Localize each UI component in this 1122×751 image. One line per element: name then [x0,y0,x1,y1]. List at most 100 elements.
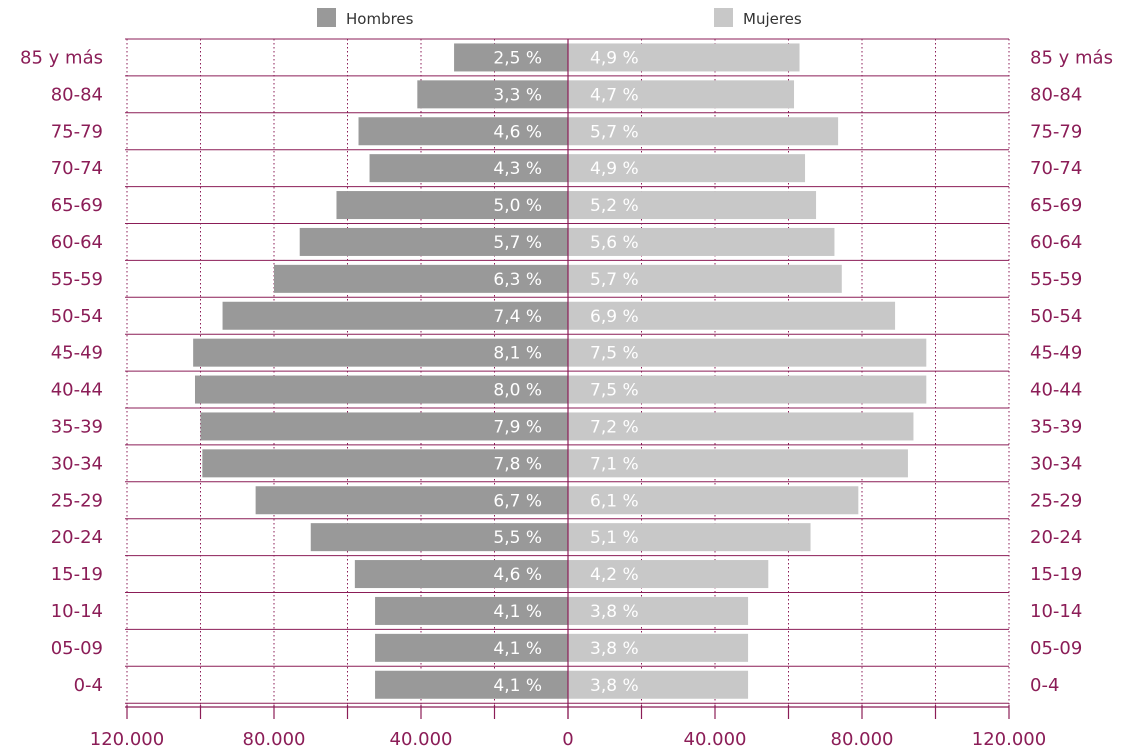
bar-label-hombres: 4,1 % [493,676,542,696]
age-labels-left: 85 y más 80-84 75-79 70-74 65-69 60-64 55-59 50… [20,47,103,695]
age-label-right: 80-84 [1030,84,1082,105]
bar-hombres [354,560,568,589]
bar-label-hombres: 7,8 % [493,454,542,474]
bar-hombres [375,670,568,699]
bar-label-mujeres: 5,7 % [590,270,639,290]
age-label-right: 85 y más [1030,47,1113,68]
bar-mujeres [568,560,769,589]
age-label-left: 45-49 [51,343,103,364]
age-label-left: 0-4 [74,675,103,696]
bar-mujeres [568,338,927,367]
age-label-right: 10-14 [1030,601,1082,622]
bar-hombres [255,486,568,515]
age-label-left: 60-64 [51,232,103,253]
age-label-left: 70-74 [51,158,103,179]
bar-label-hombres: 4,3 % [493,159,542,179]
bar-hombres [417,80,568,109]
bar-label-mujeres: 6,1 % [590,491,639,511]
bar-label-mujeres: 3,8 % [590,676,639,696]
age-label-left: 30-34 [51,453,103,474]
bar-label-hombres: 6,3 % [493,270,542,290]
x-tick-label: 120.000 [972,729,1046,750]
age-label-right: 30-34 [1030,453,1082,474]
bar-hombres [375,633,568,662]
bar-mujeres [568,670,749,699]
bar-mujeres [568,227,835,256]
age-label-left: 35-39 [51,416,103,437]
bar-mujeres [568,154,806,183]
bar-label-mujeres: 5,6 % [590,233,639,253]
bar-label-hombres: 5,0 % [493,196,542,216]
bar-label-mujeres: 4,2 % [590,565,639,585]
bar-label-hombres: 4,1 % [493,602,542,622]
bar-hombres [193,338,568,367]
age-label-left: 15-19 [51,564,103,585]
bar-label-mujeres: 3,8 % [590,602,639,622]
legend-swatch-hombres [317,8,336,27]
bar-label-hombres: 8,1 % [493,344,542,364]
bar-label-hombres: 7,9 % [493,417,542,437]
bar-label-mujeres: 4,7 % [590,85,639,105]
bar-label-hombres: 8,0 % [493,381,542,401]
age-label-right: 40-44 [1030,380,1082,401]
bar-mujeres [568,264,842,293]
age-label-right: 55-59 [1030,269,1082,290]
x-tick-label: 40.000 [390,729,453,750]
bar-mujeres [568,633,749,662]
bar-hombres [274,264,568,293]
bar-hombres [310,523,568,552]
bar-label-hombres: 6,7 % [493,491,542,511]
legend-label-mujeres: Mujeres [743,10,802,28]
age-label-left: 80-84 [51,84,103,105]
age-label-right: 35-39 [1030,416,1082,437]
bar-label-hombres: 5,7 % [493,233,542,253]
age-label-left: 05-09 [51,638,103,659]
bar-mujeres [568,43,800,72]
age-label-right: 15-19 [1030,564,1082,585]
bar-label-hombres: 4,6 % [493,565,542,585]
bar-mujeres [568,486,859,515]
x-tick-label: 40.000 [684,729,747,750]
bar-mujeres [568,412,914,441]
bars [193,43,927,699]
bar-label-hombres: 3,3 % [493,85,542,105]
bar-hombres [200,412,568,441]
bar-label-mujeres: 7,5 % [590,344,639,364]
age-label-right: 70-74 [1030,158,1082,179]
age-label-left: 40-44 [51,380,103,401]
age-label-right: 60-64 [1030,232,1082,253]
bar-label-mujeres: 5,2 % [590,196,639,216]
age-label-right: 05-09 [1030,638,1082,659]
bar-mujeres [568,80,795,109]
bar-label-mujeres: 3,8 % [590,639,639,659]
age-label-left: 85 y más [20,47,103,68]
bar-label-mujeres: 5,1 % [590,528,639,548]
x-axis: 120.000 80.000 40.000 0 40.000 80.000 120.000 [90,39,1046,750]
age-label-left: 20-24 [51,527,103,548]
bar-label-hombres: 5,5 % [493,528,542,548]
age-label-right: 65-69 [1030,195,1082,216]
age-label-right: 20-24 [1030,527,1082,548]
bar-labels: 2,5 % 4,9 % 3,3 % 4,7 % 4,6 % 5,7 % 4,3 % 4,9 %… [493,48,638,695]
bar-hombres [194,375,569,404]
age-label-right: 25-29 [1030,490,1082,511]
bar-label-hombres: 2,5 % [493,48,542,68]
legend: Hombres Mujeres [317,8,802,28]
x-tick-label: 80.000 [243,729,306,750]
age-label-left: 25-29 [51,490,103,511]
x-tick-label: 0 [562,729,573,750]
age-label-left: 10-14 [51,601,103,622]
x-tick-label: 120.000 [90,729,164,750]
bar-mujeres [568,301,896,330]
bar-label-mujeres: 7,2 % [590,417,639,437]
bar-label-mujeres: 4,9 % [590,159,639,179]
bar-hombres [299,227,568,256]
age-label-right: 50-54 [1030,306,1082,327]
x-tick-label: 80.000 [831,729,894,750]
grid [125,38,1010,707]
age-label-left: 65-69 [51,195,103,216]
bar-label-hombres: 4,6 % [493,122,542,142]
bar-mujeres [568,449,908,478]
age-labels-right: 85 y más 80-84 75-79 70-74 65-69 60-64 55-59 50… [1030,47,1113,695]
